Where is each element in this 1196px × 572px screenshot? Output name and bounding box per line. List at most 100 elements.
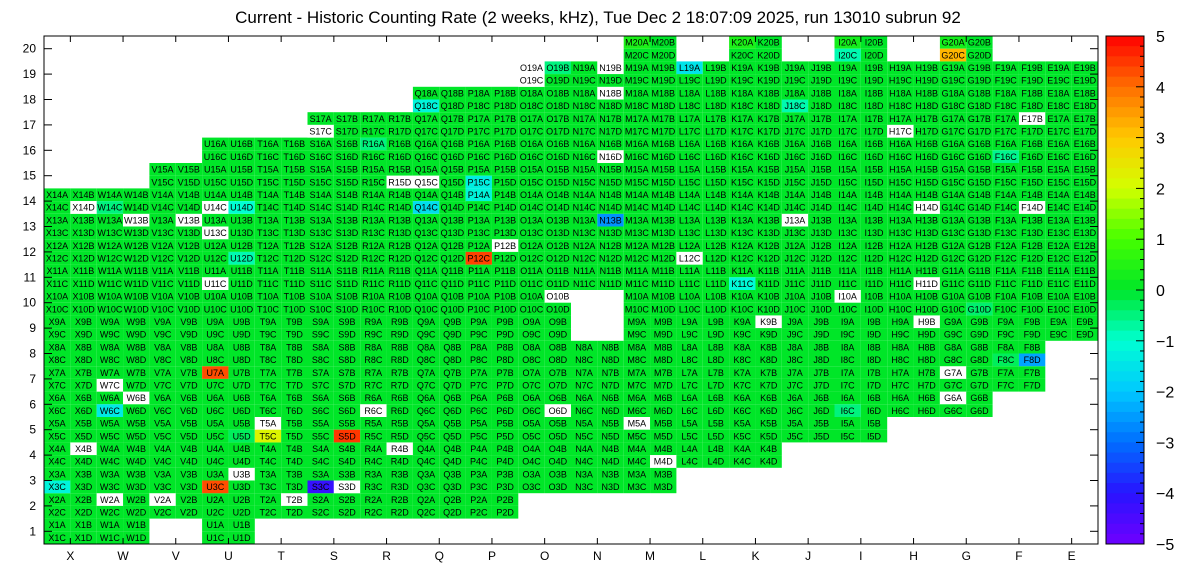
cell-label-S14A: S14A: [310, 190, 332, 200]
cell-label-O15D: O15D: [546, 177, 570, 187]
cell-W1B: [123, 518, 150, 532]
cell-label-R4B: R4B: [391, 444, 409, 454]
cell-label-S3D: S3D: [338, 482, 356, 492]
cell-label-I14D: I14D: [865, 203, 885, 213]
cell-O9C: [518, 328, 545, 341]
cell-label-M7C: M7C: [627, 380, 647, 390]
cell-label-H12C: H12C: [889, 253, 913, 263]
cell-K11C: [729, 277, 756, 290]
cell-Q11B: [439, 264, 466, 278]
cell-label-S2D: S2D: [338, 507, 356, 517]
cell-label-G14B: G14B: [968, 190, 991, 200]
cell-label-N5D: N5D: [602, 431, 621, 441]
cell-G8C: [939, 353, 967, 367]
cell-label-N16B: N16B: [599, 139, 622, 149]
cell-N6C: [571, 404, 598, 417]
cell-label-M4C: M4C: [627, 457, 647, 467]
cell-label-W9A: W9A: [100, 317, 120, 327]
cell-label-S17A: S17A: [310, 114, 332, 124]
cell-U10C: [202, 302, 229, 316]
cell-label-X9A: X9A: [49, 317, 66, 327]
color-scale-segment: [1106, 168, 1144, 179]
cell-label-W9B: W9B: [126, 317, 146, 327]
color-scale-segment: [1106, 86, 1144, 98]
cell-label-Q14A: Q14A: [415, 190, 438, 200]
cell-O8D: [544, 353, 571, 367]
cell-N11B: [597, 264, 624, 278]
cell-H12B: [913, 239, 940, 252]
cell-label-V12B: V12B: [178, 241, 200, 251]
cell-label-J18D: J18D: [811, 101, 833, 111]
cell-label-M9D: M9D: [654, 330, 674, 340]
cell-label-G20C: G20C: [941, 50, 965, 60]
cell-label-L17C: L17C: [679, 126, 701, 136]
cell-label-M4B: M4B: [654, 444, 673, 454]
cell-label-P15A: P15A: [468, 165, 490, 175]
cell-label-L14B: L14B: [705, 190, 726, 200]
cell-label-H16A: H16A: [889, 139, 912, 149]
cell-label-F18D: F18D: [1021, 101, 1044, 111]
cell-V5A: [149, 417, 176, 430]
cell-P8D: [491, 353, 519, 367]
cell-K10A: [729, 290, 756, 303]
cell-label-J7A: J7A: [787, 368, 803, 378]
cell-S10C: [307, 302, 334, 316]
cell-label-L9A: L9A: [682, 317, 698, 327]
cell-O3C: [518, 480, 545, 494]
cell-label-W7A: W7A: [100, 368, 120, 378]
cell-label-E10B: E10B: [1074, 292, 1096, 302]
cell-label-K16C: K16C: [731, 152, 754, 162]
cell-W9A: [96, 315, 124, 329]
cell-label-N8A: N8A: [575, 342, 593, 352]
cell-label-M17C: M17C: [625, 126, 650, 136]
cell-label-N12B: N12B: [599, 241, 622, 251]
cell-Q13A: [412, 213, 440, 227]
cell-R2C: [360, 505, 387, 519]
cell-F7C: [992, 378, 1019, 392]
cell-label-O11C: O11C: [520, 279, 543, 289]
cell-E11A: [1045, 264, 1072, 278]
cell-label-Q17A: Q17A: [415, 114, 438, 124]
cell-label-L18D: L18D: [705, 101, 727, 111]
cell-R7D: [386, 378, 413, 392]
cell-H6D: [913, 404, 940, 417]
color-scale-segment: [1106, 503, 1144, 515]
cell-T11C: [254, 277, 282, 290]
cell-R10A: [360, 290, 387, 303]
cell-M9A: [623, 315, 651, 329]
cell-label-H7B: H7B: [918, 368, 936, 378]
cell-S12D: [333, 251, 361, 265]
cell-label-U5D: U5D: [233, 431, 252, 441]
cell-label-S10B: S10B: [336, 292, 358, 302]
cell-M6B: [650, 391, 677, 405]
cell-V9D: [175, 328, 203, 341]
cell-U7A: [202, 366, 229, 379]
cell-W12C: [96, 251, 124, 265]
cell-S7D: [333, 378, 361, 392]
cell-label-S13D: S13D: [336, 228, 359, 238]
cell-H9C: [887, 328, 914, 341]
x-tick-label-S: S: [330, 549, 338, 563]
cell-label-K18D: K18D: [757, 101, 780, 111]
cell-W6D: [123, 404, 150, 417]
cell-label-Q10C: Q10C: [414, 304, 438, 314]
cell-label-I13C: I13C: [838, 228, 858, 238]
cell-P2B: [491, 493, 519, 506]
cell-label-L16D: L16D: [705, 152, 727, 162]
cell-label-Q17C: Q17C: [414, 126, 438, 136]
cell-T13D: [281, 226, 308, 240]
cell-label-Q9B: Q9B: [443, 317, 461, 327]
cell-label-T6B: T6B: [286, 393, 303, 403]
cell-label-Q12C: Q12C: [414, 253, 438, 263]
cell-K9C: [729, 328, 756, 341]
cell-X2D: [70, 505, 97, 519]
color-scale-segment: [1106, 422, 1144, 433]
cell-label-T15A: T15A: [257, 165, 279, 175]
cell-label-E14A: E14A: [1047, 190, 1069, 200]
cell-H11B: [913, 264, 940, 278]
cell-G10B: [966, 290, 993, 303]
cell-label-T14A: T14A: [257, 190, 279, 200]
cell-P9C: [465, 328, 492, 341]
cell-label-X12D: X12D: [72, 253, 95, 263]
cell-K6A: [729, 391, 756, 405]
